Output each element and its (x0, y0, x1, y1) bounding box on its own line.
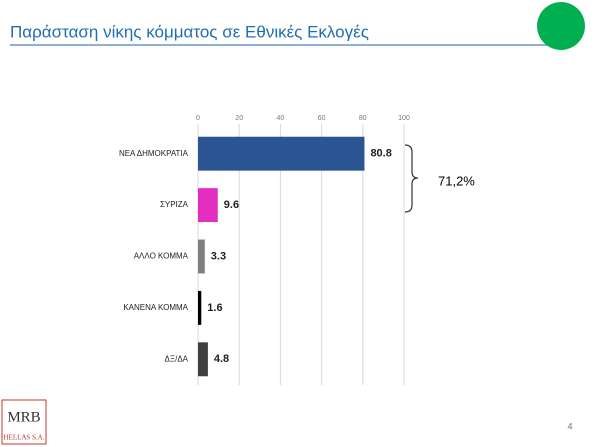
x-tick-label: 80 (359, 115, 367, 122)
bar (198, 136, 365, 171)
x-tick-label: 100 (398, 115, 410, 122)
logo-sub: HELLAS S.A. (3, 434, 44, 442)
y-tick-label: ΣΥΡΙΖΑ (160, 200, 189, 209)
value-label: 4.8 (214, 353, 229, 365)
logo: MRB (7, 409, 40, 425)
y-tick-label: ΝΕΑ ΔΗΜΟΚΡΑΤΙΑ (119, 149, 189, 158)
x-tick-label: 60 (318, 115, 326, 122)
value-label: 1.6 (207, 302, 222, 314)
logo-box (1, 399, 47, 445)
status-dot (537, 2, 585, 50)
y-tick-label: ΚΑΝΕΝΑ ΚΟΜΜΑ (123, 303, 188, 312)
value-label: 80.8 (370, 148, 391, 160)
bar (198, 188, 218, 223)
chart-title: Παράσταση νίκης κόμματος σε Εθνικές Εκλο… (10, 22, 369, 41)
x-tick-label: 20 (235, 115, 243, 122)
value-label: 9.6 (224, 199, 239, 211)
x-tick-label: 0 (196, 115, 200, 122)
y-tick-label: ΑΛΛΟ ΚΟΜΜΑ (134, 252, 189, 261)
bar (198, 342, 208, 377)
brace (404, 144, 419, 213)
bar (198, 290, 202, 325)
bar (198, 239, 205, 274)
page-number: 4 (567, 421, 572, 431)
value-label: 3.3 (211, 250, 226, 262)
x-tick-label: 40 (277, 115, 285, 122)
annotation: 71,2% (438, 173, 475, 188)
y-tick-label: ΔΞ/ΔΑ (165, 354, 189, 363)
